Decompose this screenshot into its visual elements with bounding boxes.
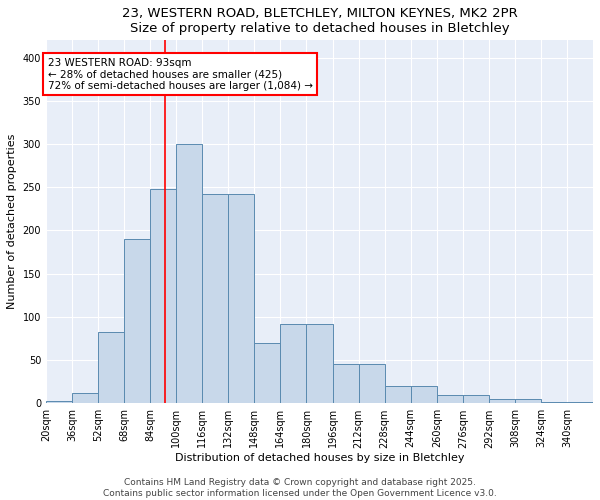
Bar	[229, 194, 254, 404]
Bar	[515, 399, 541, 404]
Title: 23, WESTERN ROAD, BLETCHLEY, MILTON KEYNES, MK2 2PR
Size of property relative to: 23, WESTERN ROAD, BLETCHLEY, MILTON KEYN…	[122, 7, 517, 35]
Y-axis label: Number of detached properties: Number of detached properties	[7, 134, 17, 310]
Bar	[385, 386, 410, 404]
Bar	[567, 402, 593, 404]
Bar	[98, 332, 124, 404]
Bar	[124, 239, 150, 404]
Bar	[463, 396, 489, 404]
Bar	[202, 194, 229, 404]
Bar	[254, 343, 280, 404]
Bar	[410, 386, 437, 404]
Bar	[489, 399, 515, 404]
Bar	[541, 402, 567, 404]
Bar	[280, 324, 307, 404]
Bar	[176, 144, 202, 404]
Bar	[150, 189, 176, 404]
Bar	[46, 400, 72, 404]
Text: Contains HM Land Registry data © Crown copyright and database right 2025.
Contai: Contains HM Land Registry data © Crown c…	[103, 478, 497, 498]
Bar	[437, 396, 463, 404]
Text: 23 WESTERN ROAD: 93sqm
← 28% of detached houses are smaller (425)
72% of semi-de: 23 WESTERN ROAD: 93sqm ← 28% of detached…	[47, 58, 313, 91]
Bar	[332, 364, 359, 404]
Bar	[307, 324, 332, 404]
Bar	[359, 364, 385, 404]
X-axis label: Distribution of detached houses by size in Bletchley: Distribution of detached houses by size …	[175, 453, 464, 463]
Bar	[72, 393, 98, 404]
